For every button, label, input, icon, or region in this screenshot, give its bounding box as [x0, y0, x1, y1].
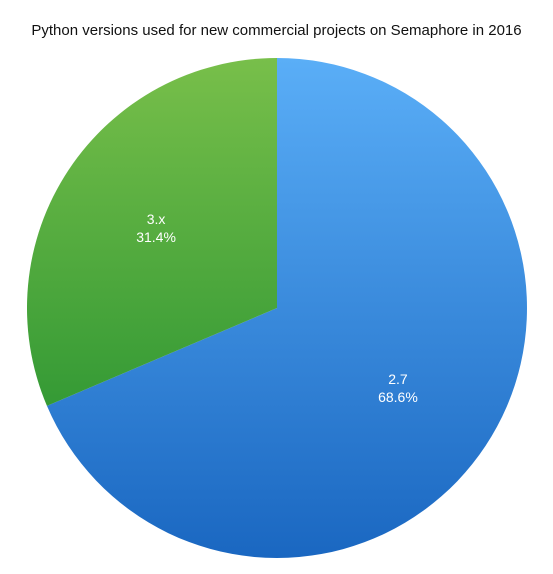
pie-labels: 2.7 68.6% 3.x 31.4% — [136, 211, 418, 405]
pie-slices — [26, 58, 527, 558]
slice-value-label-3-x: 31.4% — [136, 229, 176, 245]
slice-label-2-7: 2.7 — [388, 371, 408, 387]
chart-title: Python versions used for new commercial … — [31, 22, 522, 39]
pie-slice-2-7 — [46, 58, 527, 558]
slice-value-label-2-7: 68.6% — [378, 389, 418, 405]
pie-slice-3-x — [26, 58, 278, 406]
slice-label-3-x: 3.x — [147, 211, 166, 227]
